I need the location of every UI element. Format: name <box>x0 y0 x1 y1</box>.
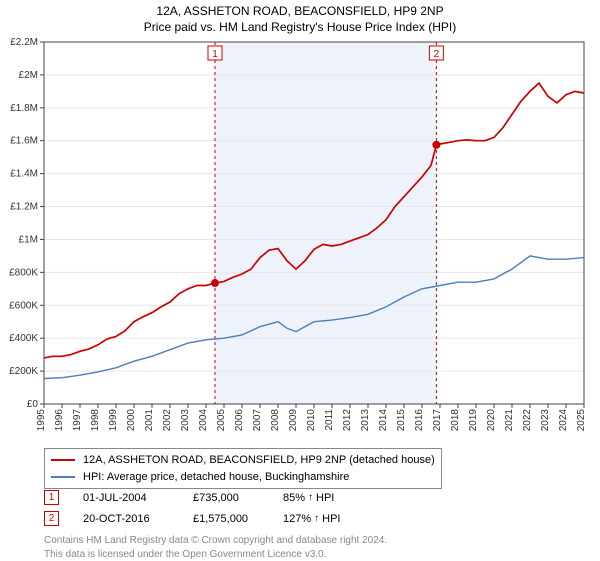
svg-text:2014: 2014 <box>378 409 389 432</box>
price-chart: £0 £200K £400K £600K £800K £1M £1.2M £1.4M £1.6M… <box>0 0 600 448</box>
legend-label: 12A, ASSHETON ROAD, BEACONSFIELD, HP9 2N… <box>83 452 435 469</box>
svg-text:2018: 2018 <box>450 409 461 432</box>
svg-text:£200K: £200K <box>9 366 38 377</box>
svg-text:£1M: £1M <box>19 234 38 245</box>
arrow-up-icon: ↑ <box>308 492 313 503</box>
sale-date: 20-OCT-2016 <box>83 513 193 525</box>
arrow-up-icon: ↑ <box>314 513 319 524</box>
svg-text:1995: 1995 <box>36 409 47 432</box>
svg-text:£800K: £800K <box>9 267 38 278</box>
svg-text:£1.8M: £1.8M <box>10 103 38 114</box>
footer-line2: This data is licensed under the Open Gov… <box>44 548 387 561</box>
legend-swatch <box>51 459 75 461</box>
svg-text:£1.2M: £1.2M <box>10 202 38 213</box>
svg-text:£2M: £2M <box>19 70 38 81</box>
svg-text:£1.6M: £1.6M <box>10 136 38 147</box>
svg-text:£400K: £400K <box>9 333 38 344</box>
svg-text:2008: 2008 <box>270 409 281 432</box>
legend-item: HPI: Average price, detached house, Buck… <box>51 469 435 486</box>
svg-text:2012: 2012 <box>342 409 353 432</box>
legend: 12A, ASSHETON ROAD, BEACONSFIELD, HP9 2N… <box>44 448 442 489</box>
sales-table: 1 01-JUL-2004£735,00085%↑HPI 2 20-OCT-2016£… <box>44 490 413 532</box>
sale-marker-badge: 2 <box>44 511 59 526</box>
sale-pct: 127%↑HPI <box>283 513 413 525</box>
svg-text:£600K: £600K <box>9 300 38 311</box>
svg-text:1997: 1997 <box>72 409 83 432</box>
legend-item: 12A, ASSHETON ROAD, BEACONSFIELD, HP9 2N… <box>51 452 435 469</box>
svg-text:2003: 2003 <box>180 409 191 432</box>
sale-date: 01-JUL-2004 <box>83 492 193 504</box>
svg-text:2007: 2007 <box>252 409 263 432</box>
svg-text:2019: 2019 <box>468 409 479 432</box>
svg-text:2024: 2024 <box>558 409 569 432</box>
svg-text:2016: 2016 <box>414 409 425 432</box>
sale-price: £735,000 <box>193 492 283 504</box>
svg-text:2017: 2017 <box>432 409 443 432</box>
svg-text:£1.4M: £1.4M <box>10 169 38 180</box>
svg-text:2001: 2001 <box>144 409 155 432</box>
svg-text:1: 1 <box>212 49 218 60</box>
svg-text:2020: 2020 <box>486 409 497 432</box>
sales-row: 1 01-JUL-2004£735,00085%↑HPI <box>44 490 413 505</box>
svg-text:2022: 2022 <box>522 409 533 432</box>
svg-text:2009: 2009 <box>288 409 299 432</box>
footer: Contains HM Land Registry data © Crown c… <box>44 534 387 561</box>
svg-text:1996: 1996 <box>54 409 65 432</box>
svg-text:2006: 2006 <box>234 409 245 432</box>
svg-text:2004: 2004 <box>198 409 209 432</box>
svg-text:1998: 1998 <box>90 409 101 432</box>
svg-text:2000: 2000 <box>126 409 137 432</box>
footer-line1: Contains HM Land Registry data © Crown c… <box>44 534 387 548</box>
svg-text:2021: 2021 <box>504 409 515 432</box>
sales-row: 2 20-OCT-2016£1,575,000127%↑HPI <box>44 511 413 526</box>
svg-text:2025: 2025 <box>576 409 587 432</box>
svg-text:2013: 2013 <box>360 409 371 432</box>
legend-label: HPI: Average price, detached house, Buck… <box>83 469 349 486</box>
svg-text:1999: 1999 <box>108 409 119 432</box>
svg-text:2011: 2011 <box>324 409 335 431</box>
svg-text:£2.2M: £2.2M <box>10 37 38 48</box>
sale-pct: 85%↑HPI <box>283 492 413 504</box>
svg-text:2010: 2010 <box>306 409 317 432</box>
legend-swatch <box>51 476 75 478</box>
sale-price: £1,575,000 <box>193 513 283 525</box>
sale-marker-badge: 1 <box>44 490 59 505</box>
svg-text:2: 2 <box>434 49 440 60</box>
svg-text:2005: 2005 <box>216 409 227 432</box>
svg-text:2002: 2002 <box>162 409 173 432</box>
svg-text:2023: 2023 <box>540 409 551 432</box>
svg-text:£0: £0 <box>27 399 39 410</box>
svg-text:2015: 2015 <box>396 409 407 432</box>
